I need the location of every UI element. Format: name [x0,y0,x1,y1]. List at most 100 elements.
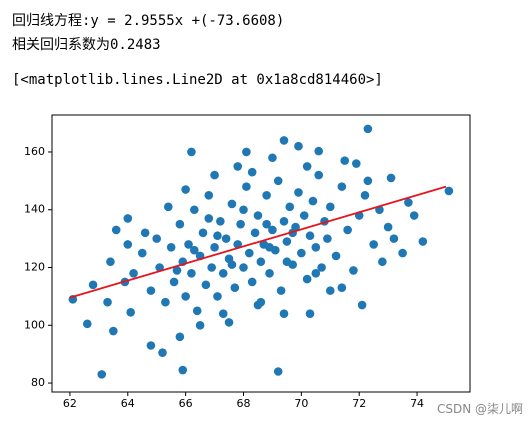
point [357,300,367,310]
point [216,216,225,226]
x-tick-label: 64 [121,397,135,410]
point [343,225,352,235]
y-tick-label: 160 [24,145,45,158]
point [230,283,240,293]
point [88,280,98,290]
point [109,326,118,336]
point [190,245,199,255]
point [282,257,292,267]
x-tick-label: 72 [352,397,366,410]
point [242,147,251,157]
point [265,268,274,278]
point [227,260,237,269]
point [404,198,413,207]
point [331,251,341,261]
point [192,306,202,316]
point [184,240,193,249]
point [302,274,312,284]
point [198,228,208,238]
point [172,266,182,275]
point [297,248,306,258]
point [398,248,407,258]
point [285,202,295,212]
point [325,202,335,212]
y-tick-label: 100 [24,318,45,331]
point [418,237,428,246]
point [256,297,266,307]
point [389,234,399,243]
point [337,283,347,293]
point [363,176,373,186]
point [195,320,205,330]
point [273,176,283,186]
point [210,242,219,252]
regression-line [69,185,447,299]
point [106,257,115,267]
point [314,170,324,180]
output-line: 相关回归系数为0.2483 [12,37,161,53]
point [175,332,185,342]
point [82,319,92,329]
point [383,222,393,232]
point [311,268,321,278]
point [378,257,387,267]
point [311,242,321,252]
x-tick-label: 62 [63,397,77,410]
point [140,228,150,238]
point [314,146,324,156]
point [268,153,277,163]
x-tick-label: 74 [410,397,424,410]
point [158,348,167,358]
watermark: CSDN @柒儿啊 [436,402,523,416]
point [161,297,170,307]
point [294,141,303,151]
y-tick-label: 140 [24,203,45,216]
plot-frame [51,114,471,393]
point [262,219,271,229]
point [360,190,370,200]
x-tick-label: 66 [179,397,193,410]
point [187,147,196,157]
point [265,242,274,252]
point [305,309,315,319]
point [305,231,315,241]
point [166,242,176,252]
point [227,199,237,209]
point [282,237,292,246]
point [279,216,289,226]
point [279,309,289,319]
point [163,202,173,212]
point [190,205,199,215]
point [317,263,326,272]
point [111,225,121,235]
point [363,124,373,134]
point [103,297,112,307]
point [181,185,190,194]
point [97,370,107,379]
point [294,188,303,197]
point [369,240,378,249]
point [352,159,361,168]
point [386,173,396,183]
point [137,248,147,258]
point [123,214,133,223]
point [340,156,350,165]
x-tick-label: 68 [236,397,250,410]
point [201,280,211,290]
point [204,190,214,200]
point [256,257,266,267]
point [169,277,179,287]
output-line: 回归线方程:y = 2.9555x +(-73.6608) [12,13,285,29]
point [239,263,248,272]
point [146,341,156,350]
x-tick-label: 70 [294,397,308,410]
point [181,292,190,301]
point [207,263,216,272]
point [187,268,196,278]
point [276,286,286,295]
point [224,318,234,327]
point [262,190,271,200]
point [325,286,335,295]
